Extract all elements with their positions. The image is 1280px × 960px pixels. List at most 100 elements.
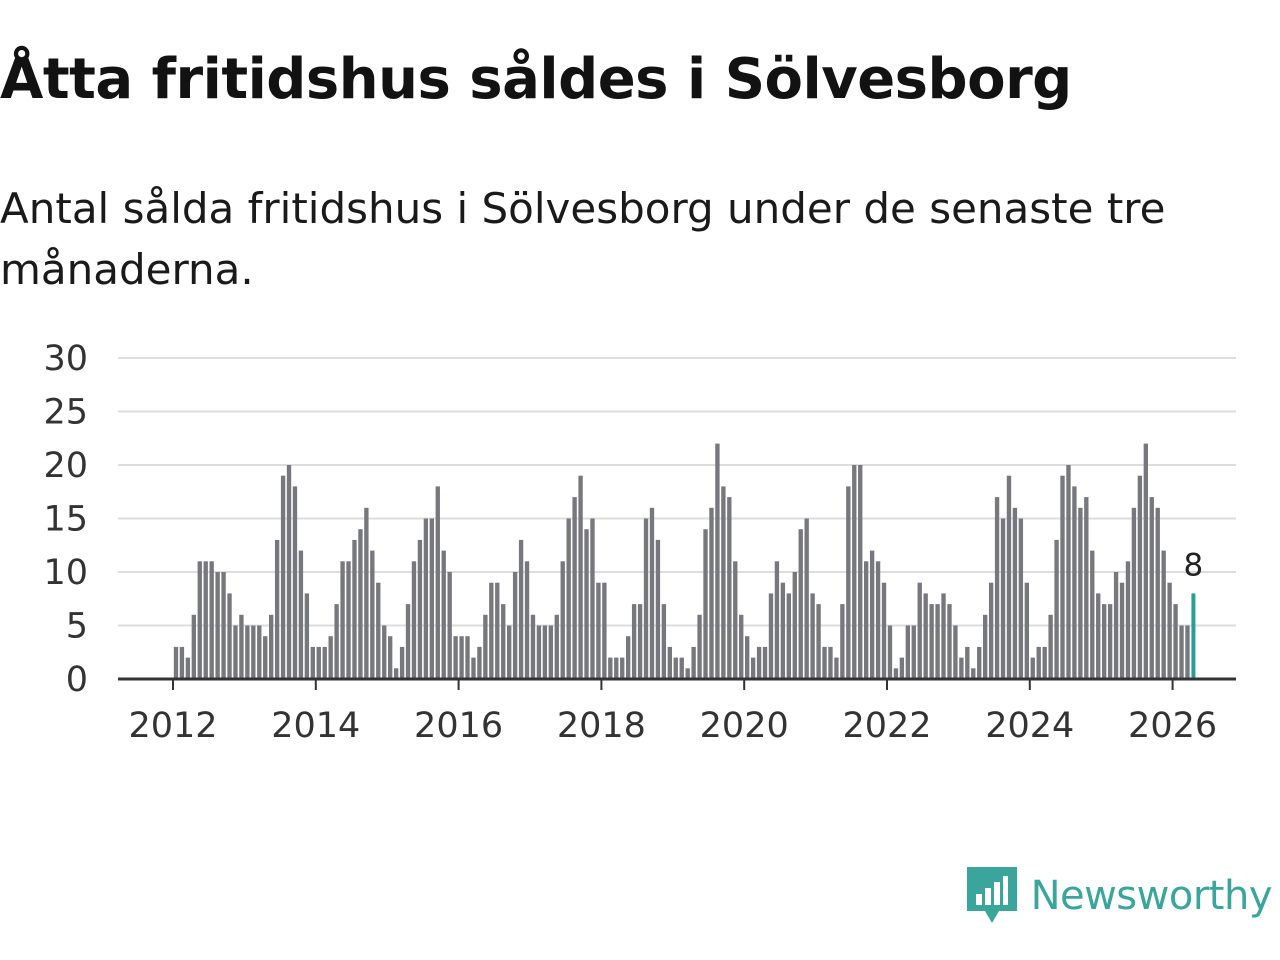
bar [245,625,250,679]
bar [626,636,631,679]
bar [221,572,226,679]
bar [280,475,286,679]
bar [1167,582,1172,679]
bar [715,443,720,679]
bar [435,486,440,679]
x-tick-label: 2022 [842,706,931,746]
bar [459,636,464,679]
bar [1018,518,1024,679]
x-tick-label: 2014 [271,706,360,746]
bar [881,582,887,679]
bar [905,625,910,679]
bar [1161,550,1166,679]
bar [858,465,863,679]
bar [346,561,351,679]
bar [935,604,940,679]
y-tick-label: 25 [43,393,88,433]
bar [292,486,298,679]
bar [257,625,262,679]
bar [417,539,423,679]
bar [739,614,744,679]
bar [340,561,345,679]
bar [542,625,548,679]
bar [239,614,244,679]
bar [590,518,595,679]
bar [840,604,845,679]
bar [810,593,815,679]
bar [709,507,714,679]
bar [977,646,982,679]
bar [1137,475,1143,679]
bar [941,593,946,679]
bar [786,593,791,679]
brand-name: Newsworthy [1030,873,1273,919]
bar [411,561,417,679]
bar [798,529,803,679]
bar [834,657,839,679]
bar [572,497,577,679]
bar [364,507,369,679]
bar [322,646,327,679]
brand[interactable]: Newsworthy [966,864,1273,928]
bar [1113,572,1119,679]
bar [887,625,893,679]
bar [185,657,191,679]
x-tick-label: 2016 [414,706,503,746]
bar [762,646,768,679]
bar [875,561,881,679]
bar [768,593,774,679]
bar [602,582,607,679]
bar [477,646,482,679]
bar [631,604,637,679]
bar [673,657,678,679]
y-tick-label: 10 [43,553,88,593]
bar [191,614,196,679]
bar [1125,561,1131,679]
bar [1012,507,1018,679]
bar [1066,465,1071,679]
bar [667,646,672,679]
bar [745,636,750,679]
chart-title: Åtta fritidshus såldes i Sölvesborg [0,47,1072,112]
bar [495,582,500,679]
bar [959,657,964,679]
bar [1072,486,1077,679]
bar [334,604,339,679]
y-tick-label: 5 [66,607,88,647]
bar [304,593,310,679]
x-tick-label: 2026 [1128,706,1217,746]
bar [465,636,470,679]
bar [1119,582,1125,679]
bar [620,657,625,679]
bar [637,604,643,679]
bar [1024,582,1029,679]
bar [988,582,994,679]
bar [518,539,524,679]
bar [215,572,220,679]
bar [1036,646,1041,679]
bar [286,465,292,679]
bar [1042,646,1047,679]
bar [643,518,649,679]
bar [370,550,375,679]
bar [1096,593,1101,679]
bar [447,572,452,679]
bar [721,486,726,679]
bar [1179,625,1184,679]
bar [1149,497,1154,679]
bar [548,625,553,679]
bar [1000,518,1006,679]
bar [227,593,232,679]
bar [393,668,399,679]
bar [828,646,833,679]
bar [560,561,565,679]
bar [852,465,857,679]
bar [263,636,268,679]
bar [816,604,821,679]
bar [750,657,756,679]
bar [774,561,780,679]
bar [614,657,619,679]
bar [994,497,1000,679]
bar [899,657,905,679]
bar [179,646,185,679]
